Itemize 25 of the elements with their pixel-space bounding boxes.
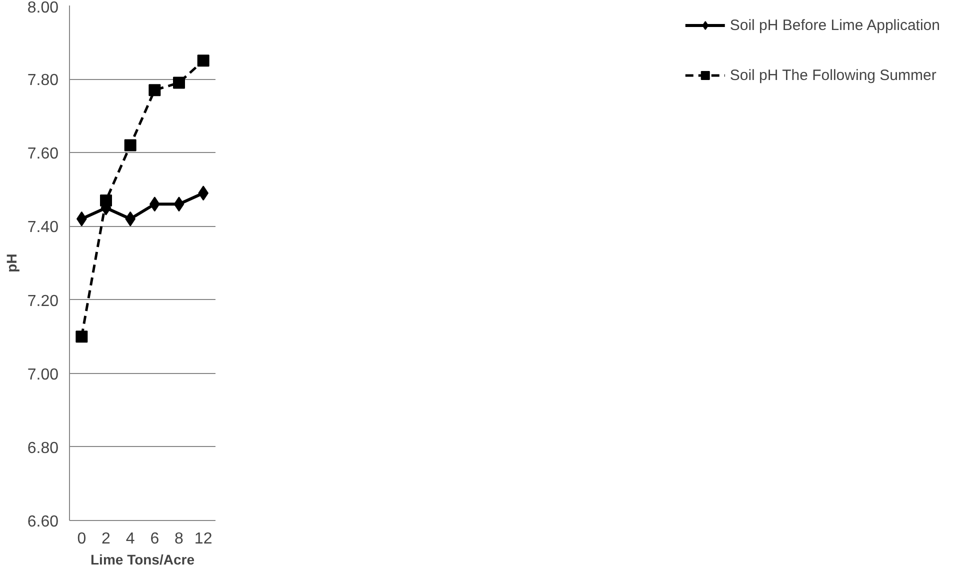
y-tick-label: 7.80 [27,72,59,90]
y-tick-label: 7.40 [27,219,59,236]
point [173,76,185,89]
y-axis-title: pH [3,254,20,272]
y-tick-label: 6.60 [27,514,59,530]
x-tick-label: 0 [77,530,86,548]
y-tick-label: 7.60 [27,146,59,163]
x-tick-label: 8 [174,530,184,548]
point [76,330,88,343]
y-tick-label: 7.20 [27,292,59,310]
y-tick-label: 6.80 [27,440,59,457]
legend-label: Soil pH The Following Summer [730,66,936,84]
y-tick-label: 7.00 [27,366,59,384]
point [100,194,112,206]
legend-label: Soil pH Before Lime Application [730,16,940,34]
point [174,196,184,212]
x-axis-title: Lime Tons/Acre [90,552,195,568]
point [197,54,210,67]
point [148,84,161,96]
y-tick-label: 8.00 [27,0,59,16]
x-tick-label: 2 [102,530,111,548]
x-tick-label: 12 [194,530,212,548]
x-tick-label: 4 [126,530,135,548]
point [124,139,136,152]
x-tick-label: 6 [150,530,160,548]
